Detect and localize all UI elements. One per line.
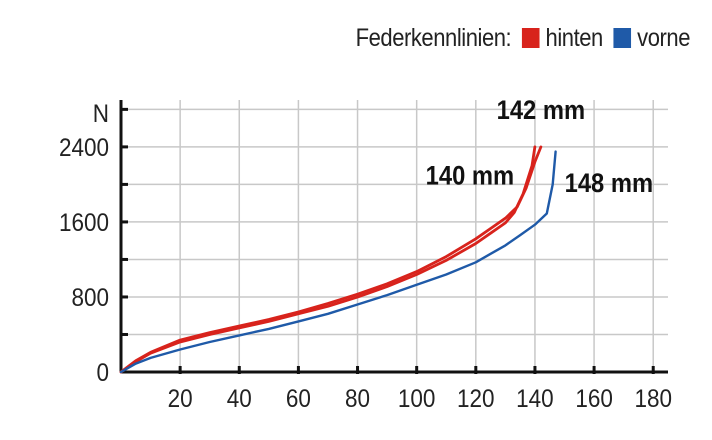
x-tick-label-60: 60 — [286, 385, 311, 413]
x-tick-label-80: 80 — [345, 385, 370, 413]
x-tick-label-100: 100 — [398, 385, 436, 413]
legend-entry-vorne: vorne — [613, 24, 690, 53]
y-axis-label: N — [93, 100, 109, 128]
y-tick-label-800: 800 — [71, 284, 109, 312]
legend-label-hinten: hinten — [545, 23, 604, 52]
curve-label-142-mm: 142 mm — [497, 95, 585, 125]
curve-label-140-mm: 140 mm — [426, 161, 514, 191]
legend-swatch-vorne — [613, 28, 631, 48]
x-tick-label-140: 140 — [516, 385, 554, 413]
x-tick-label-160: 160 — [575, 385, 613, 413]
legend: Federkennlinien: hinten vorne — [355, 22, 691, 54]
series-line-140-mm — [119, 145, 537, 374]
x-tick-label-180: 180 — [634, 385, 672, 413]
x-tick-label-40: 40 — [227, 385, 252, 413]
x-tick-label-20: 20 — [168, 385, 193, 413]
curve-label-148-mm: 148 mm — [565, 169, 653, 199]
legend-entry-hinten: hinten — [521, 23, 604, 53]
y-tick-label-1600: 1600 — [59, 209, 109, 237]
series-line-148-mm — [119, 150, 557, 374]
legend-label-vorne: vorne — [637, 23, 690, 52]
legend-swatch-hinten — [521, 28, 540, 48]
legend-title: Federkennlinien: — [355, 23, 512, 52]
series-line-142-mm — [119, 145, 543, 374]
y-tick-label-2400: 2400 — [59, 134, 109, 162]
y-tick-label-0: 0 — [96, 359, 109, 387]
x-tick-label-120: 120 — [457, 385, 495, 413]
